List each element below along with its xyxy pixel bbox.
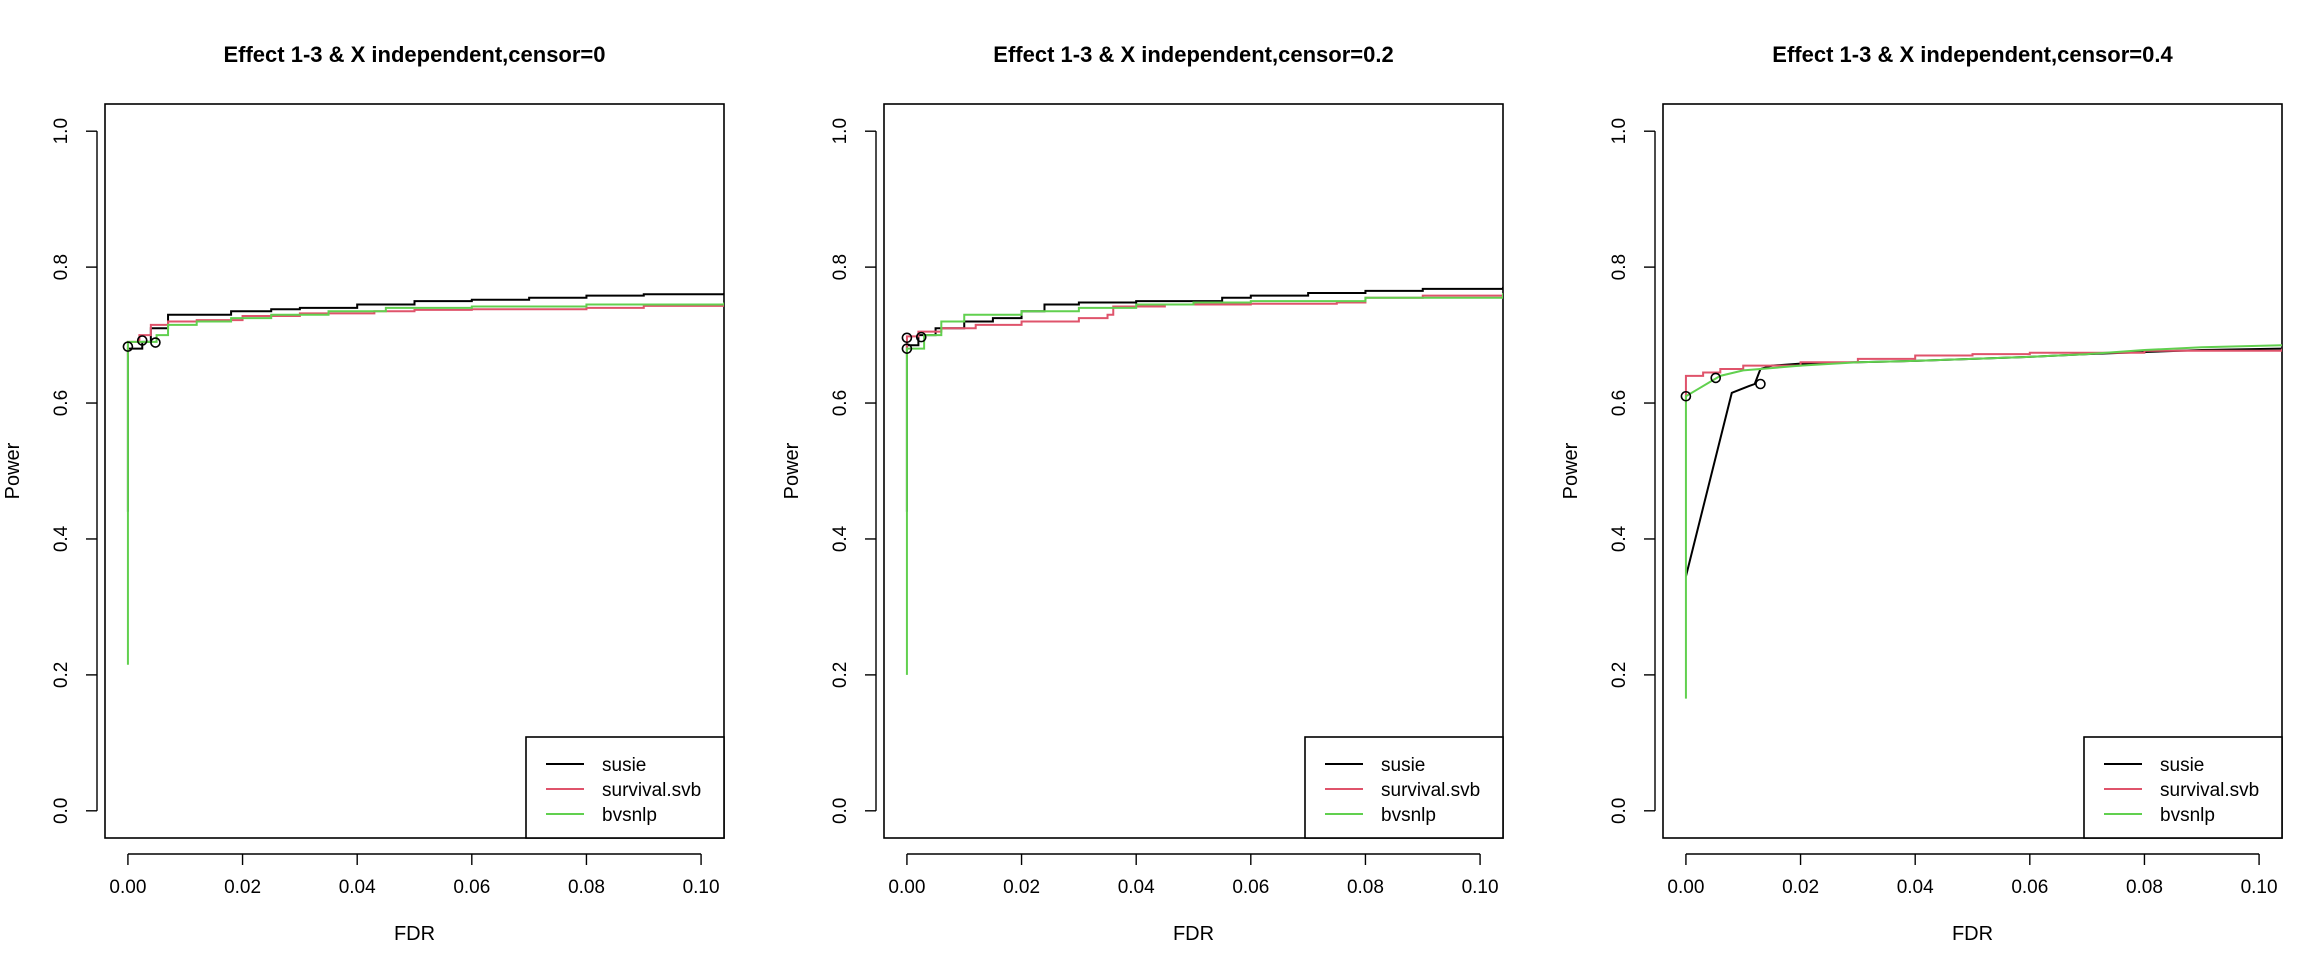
y-tick-label: 0.8 (830, 254, 851, 280)
y-tick-label: 0.6 (1609, 390, 1630, 416)
x-tick-label: 0.06 (1232, 877, 1269, 898)
panel-title: Effect 1-3 & X independent,censor=0.4 (1772, 42, 2173, 67)
y-tick-label: 0.0 (830, 798, 851, 824)
y-tick-label: 0.2 (51, 662, 72, 688)
x-tick-label: 0.06 (453, 877, 490, 898)
x-tick-label: 0.08 (1347, 877, 1384, 898)
y-tick-label: 1.0 (51, 118, 72, 144)
y-tick-label: 0.0 (1609, 798, 1630, 824)
series-line-bvsnlp (905, 292, 1503, 675)
y-tick-label: 1.0 (830, 118, 851, 144)
y-tick-label: 0.4 (1609, 525, 1630, 552)
plot-frame (883, 103, 1504, 839)
legend-label: susie (602, 755, 646, 776)
x-axis-label: FDR (1173, 923, 1214, 945)
point-marker (136, 335, 148, 346)
x-tick-label: 0.08 (2126, 877, 2163, 898)
x-tick-label: 0.04 (339, 877, 376, 898)
x-tick-label: 0.10 (683, 877, 720, 898)
panel-title: Effect 1-3 & X independent,censor=0 (223, 42, 605, 67)
x-tick-label: 0.00 (1667, 877, 1704, 898)
legend-label: bvsnlp (2160, 805, 2215, 826)
y-tick-label: 0.8 (1609, 254, 1630, 280)
plot-frame (1662, 103, 2283, 839)
y-tick-label: 0.2 (830, 662, 851, 688)
legend: susie survival.svb bvsnlp (2083, 736, 2283, 839)
y-tick-label: 0.2 (1609, 662, 1630, 688)
y-tick-label: 0.4 (830, 525, 851, 552)
point-marker (122, 341, 134, 352)
legend-label: survival.svb (602, 780, 701, 801)
x-axis-label: FDR (394, 923, 435, 945)
y-tick-label: 0.8 (51, 254, 72, 280)
legend: susie survival.svb bvsnlp (1304, 736, 1504, 839)
legend-label: susie (1381, 755, 1425, 776)
x-tick-label: 0.10 (1462, 877, 1499, 898)
x-tick-label: 0.10 (2241, 877, 2278, 898)
y-axis-label: Power (1560, 442, 1582, 499)
y-tick-label: 1.0 (1609, 118, 1630, 144)
y-tick-label: 0.6 (830, 390, 851, 416)
point-marker (1755, 378, 1766, 390)
legend: susie survival.svb bvsnlp (525, 736, 725, 839)
series-line-bvsnlp (126, 302, 724, 665)
point-marker (915, 331, 927, 343)
x-tick-label: 0.02 (1003, 877, 1040, 898)
panel-title: Effect 1-3 & X independent,censor=0.2 (993, 42, 1393, 67)
y-tick-label: 0.0 (51, 798, 72, 824)
legend-label: bvsnlp (602, 805, 657, 826)
legend-label: bvsnlp (1381, 805, 1436, 826)
point-marker (150, 337, 161, 348)
y-tick-label: 0.6 (51, 390, 72, 416)
y-tick-label: 0.4 (51, 525, 72, 552)
series-line-survival-svb (1684, 348, 2282, 404)
y-axis-label: Power (2, 442, 24, 499)
x-axis-label: FDR (1952, 923, 1993, 945)
x-tick-label: 0.06 (2011, 877, 2048, 898)
point-marker (901, 332, 913, 344)
x-tick-label: 0.00 (109, 877, 146, 898)
point-marker (1680, 390, 1692, 402)
panel-3: Effect 1-3 & X independent,censor=0.4 0.0… (1560, 42, 2283, 945)
plot-frame (104, 103, 725, 839)
panel-2: Effect 1-3 & X independent,censor=0.2 0.0… (781, 42, 1504, 945)
legend-box (2083, 736, 2283, 839)
panel-1: Effect 1-3 & X independent,censor=0 0.00 0… (2, 42, 725, 945)
x-tick-label: 0.08 (568, 877, 605, 898)
point-marker (901, 343, 913, 354)
x-tick-label: 0.00 (888, 877, 925, 898)
legend-label: survival.svb (1381, 780, 1480, 801)
x-tick-label: 0.04 (1118, 877, 1155, 898)
x-tick-label: 0.04 (1897, 877, 1934, 898)
x-tick-label: 0.02 (224, 877, 261, 898)
series-line-susie (905, 286, 1503, 512)
legend-box (525, 736, 725, 839)
legend-box (1304, 736, 1504, 839)
y-axis-label: Power (781, 442, 803, 499)
legend-label: survival.svb (2160, 780, 2259, 801)
point-marker (1710, 372, 1722, 384)
x-tick-label: 0.02 (1782, 877, 1819, 898)
legend-label: susie (2160, 755, 2204, 776)
series-line-bvsnlp (1684, 344, 2282, 699)
